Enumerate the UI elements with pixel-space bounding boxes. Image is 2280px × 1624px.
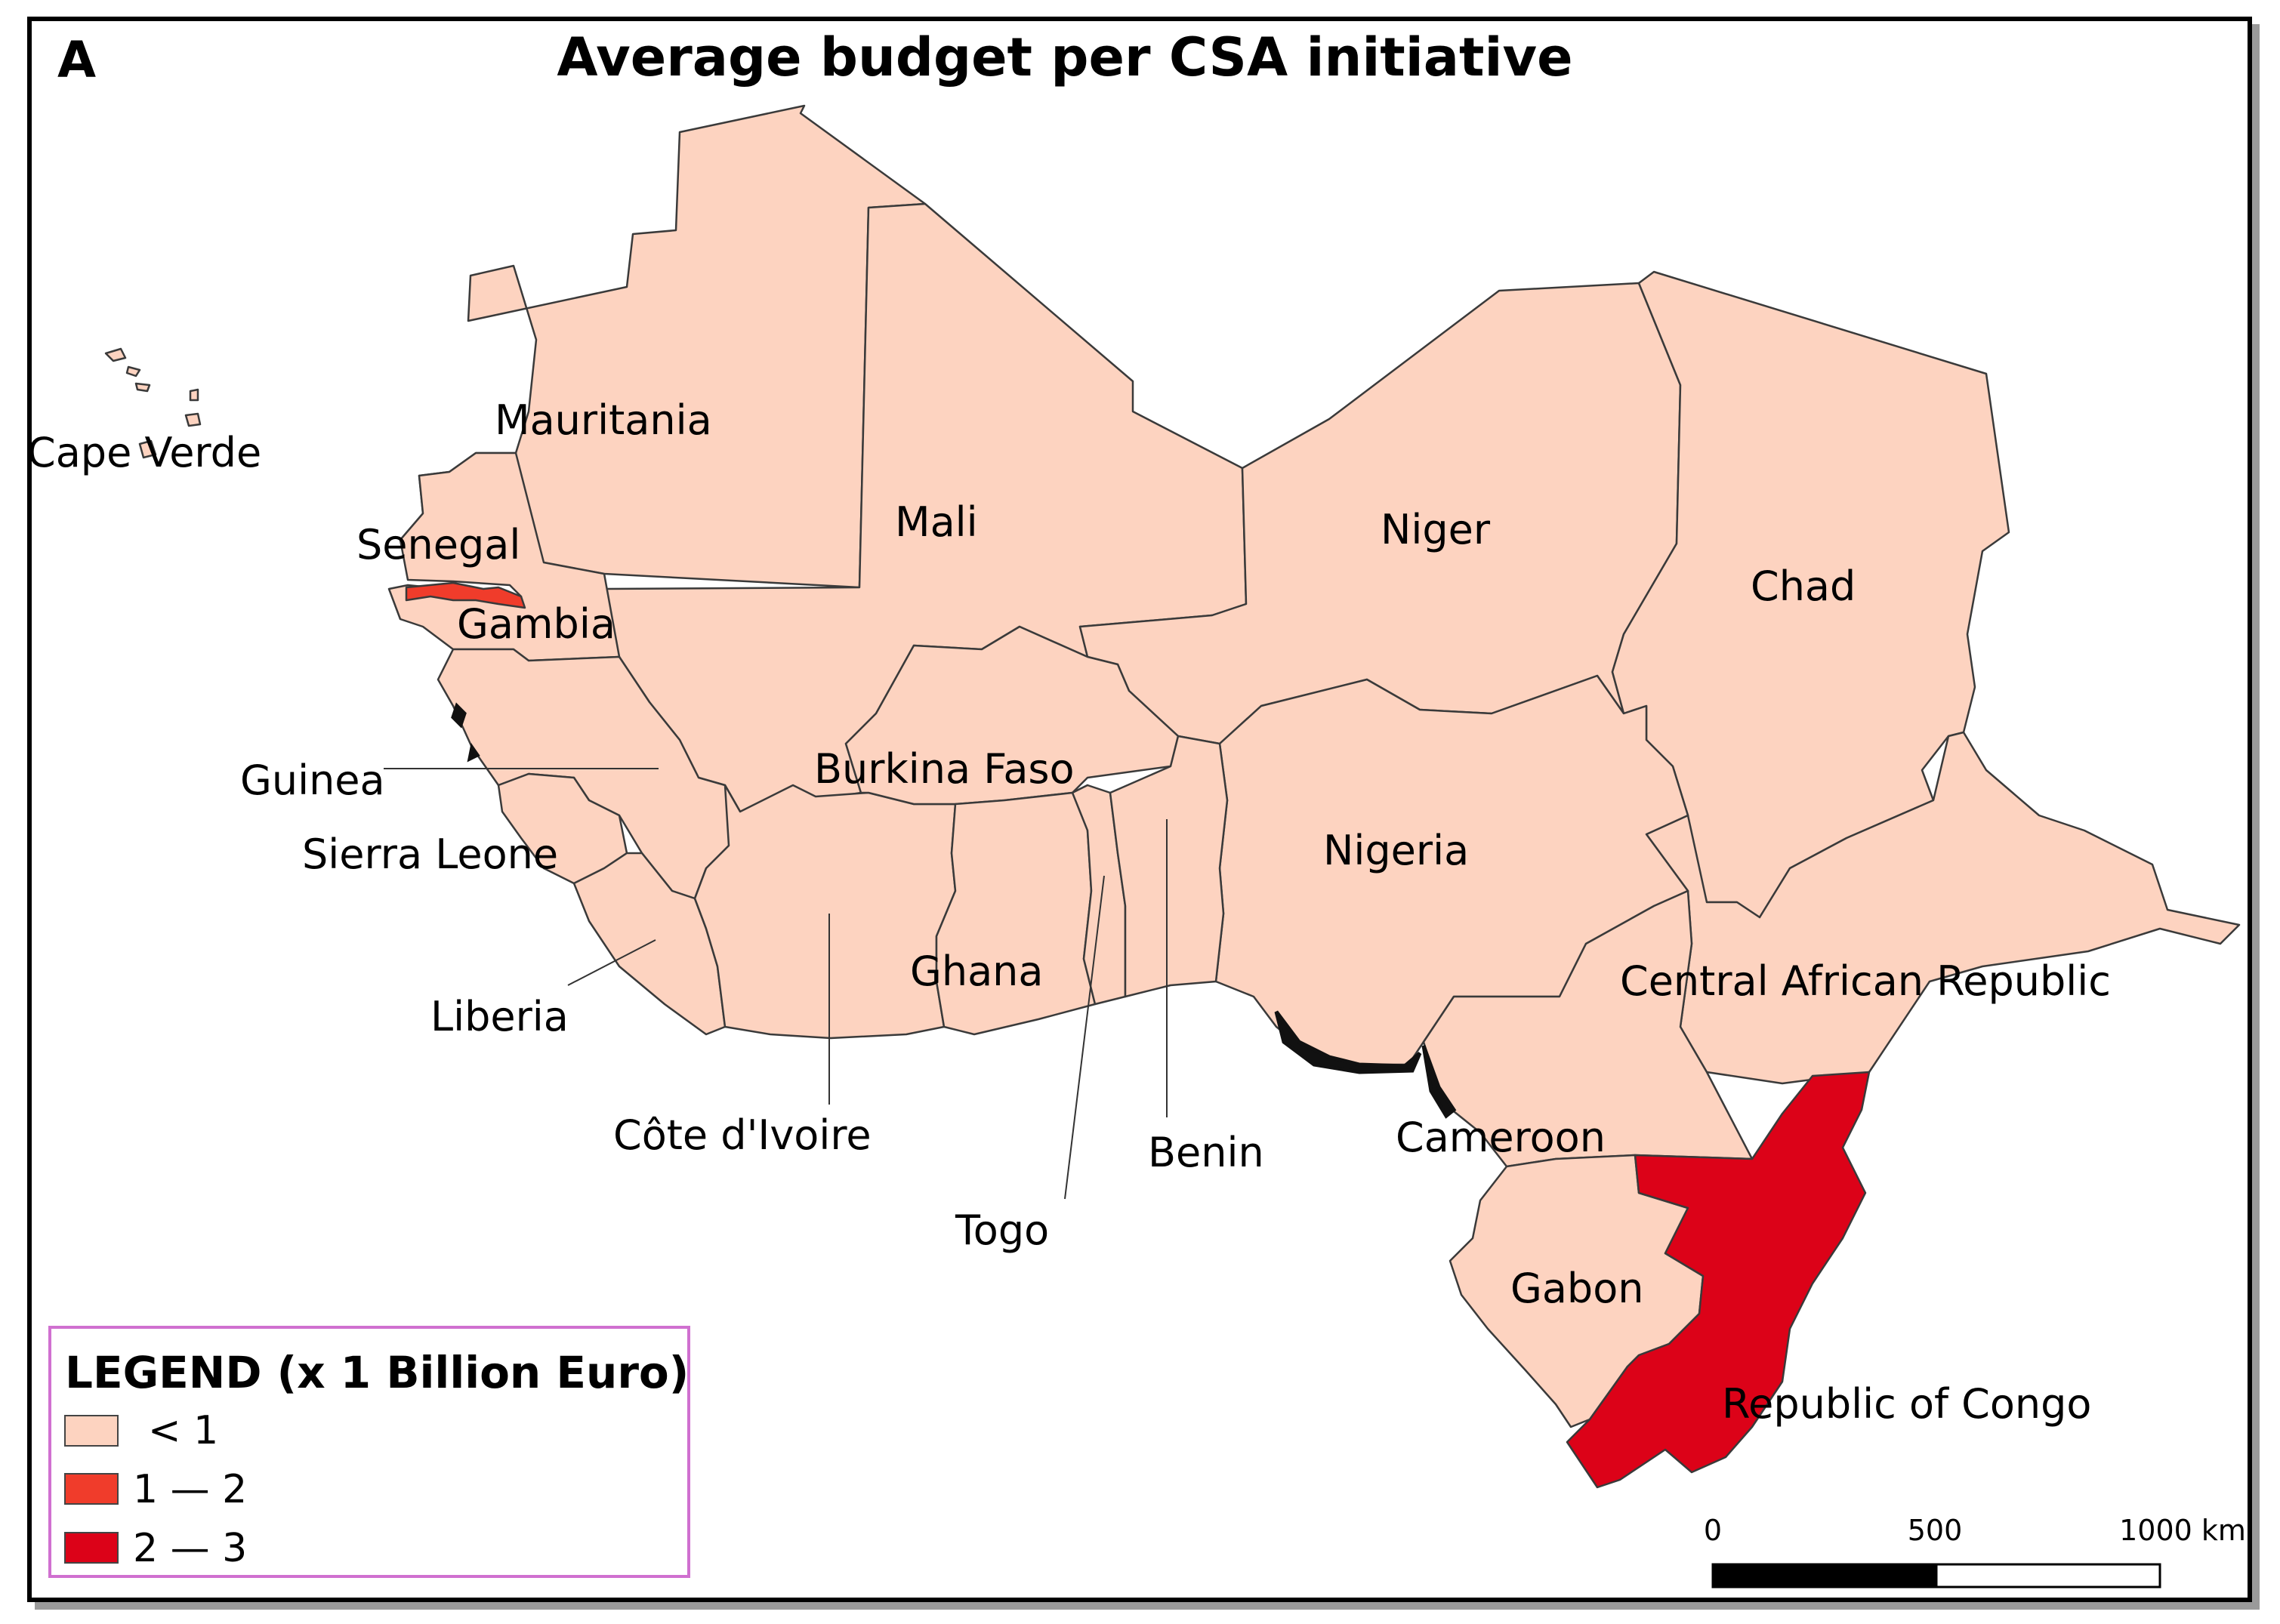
label-republic-of-congo: Republic of Congo (1722, 1380, 2091, 1428)
legend-label-2to3: 2 — 3 (133, 1526, 247, 1571)
island-boa-vista (184, 412, 202, 427)
legend-swatch-2to3 (64, 1532, 119, 1564)
label-nigeria: Nigeria (1323, 827, 1469, 874)
country-gambia (405, 581, 526, 609)
cape-verde-islands (104, 347, 202, 459)
label-car: Central African Republic (1620, 957, 2111, 1005)
island-santo-antao (104, 347, 127, 362)
label-burkina-faso: Burkina Faso (814, 745, 1075, 793)
legend-swatch-1to2 (64, 1473, 119, 1505)
label-cote-divoire: Côte d'Ivoire (613, 1111, 872, 1159)
legend-label-1to2: 1 — 2 (133, 1467, 247, 1512)
legend-box (48, 1326, 690, 1578)
label-guinea: Guinea (240, 757, 385, 804)
scale-label-0: 0 (1704, 1514, 1722, 1547)
country-labels: Cape Verde Mauritania Mali Niger Chad Se… (27, 396, 2111, 1428)
country-layer (104, 104, 2241, 1489)
legend-title: LEGEND (x 1 Billion Euro) (65, 1347, 689, 1398)
niger-delta-coast (1274, 1010, 1422, 1074)
scale-label-1000: 1000 km (2119, 1514, 2246, 1547)
label-gabon: Gabon (1510, 1265, 1643, 1312)
label-senegal: Senegal (356, 521, 520, 569)
label-mauritania: Mauritania (495, 396, 712, 444)
label-chad: Chad (1751, 562, 1856, 610)
leader-lines (384, 768, 1168, 1200)
country-benin (1109, 735, 1229, 998)
country-burkina-faso (844, 625, 1180, 806)
country-cameroon (1422, 889, 1754, 1168)
island-sal (189, 388, 199, 402)
island-sao-nicolau (125, 365, 141, 377)
label-gambia: Gambia (457, 600, 616, 648)
country-ghana (935, 784, 1097, 1036)
map-title: Average budget per CSA initiative (557, 26, 1572, 88)
scale-bar: 0 500 1000 km (1704, 1514, 2246, 1589)
guinea-bissau-islands (451, 702, 480, 763)
togo-leader (1064, 875, 1105, 1200)
legend: LEGEND (x 1 Billion Euro) < 1 1 — 2 2 — … (48, 1326, 690, 1578)
label-niger: Niger (1381, 506, 1491, 553)
liberia-leader (567, 939, 656, 986)
label-cape-verde: Cape Verde (27, 429, 261, 476)
label-mali: Mali (895, 498, 978, 546)
scale-label-500: 500 (1908, 1514, 1963, 1547)
scale-bar-white-segment (1935, 1563, 2161, 1589)
country-republic-of-congo (1566, 1071, 1871, 1489)
coastline-detail (451, 702, 1457, 1119)
legend-swatch-lt1 (64, 1415, 119, 1447)
scale-bar-black-segment (1711, 1563, 1938, 1589)
country-cote-divoire (693, 784, 957, 1040)
legend-label-lt1: < 1 (148, 1408, 218, 1453)
panel-label: A (57, 31, 96, 89)
label-benin: Benin (1148, 1129, 1264, 1176)
label-cameroon: Cameroon (1396, 1114, 1606, 1161)
island-sao-vicente (134, 382, 151, 393)
island-santiago (138, 439, 157, 459)
label-liberia: Liberia (430, 993, 569, 1040)
label-ghana: Ghana (910, 948, 1043, 995)
label-sierra-leone: Sierra Leone (302, 830, 558, 878)
label-togo: Togo (955, 1206, 1049, 1254)
cameroon-coast (1421, 1045, 1457, 1119)
